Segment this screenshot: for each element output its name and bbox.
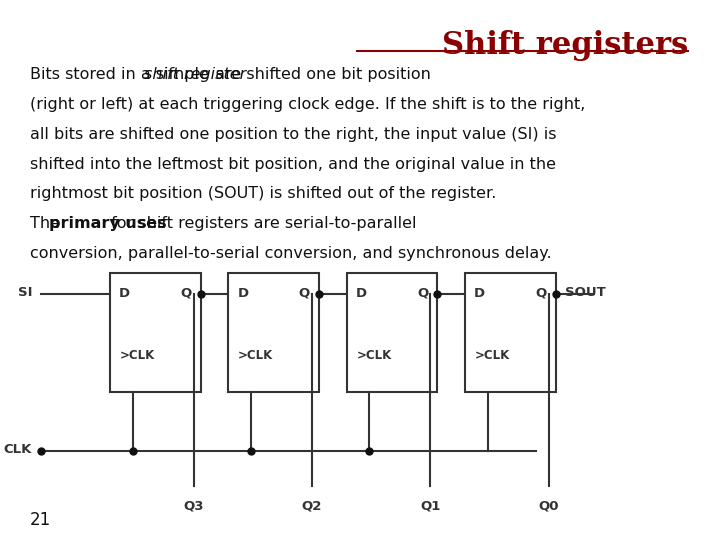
Text: Q0: Q0 <box>539 500 559 512</box>
Text: >CLK: >CLK <box>238 349 274 362</box>
Text: rightmost bit position (SOUT) is shifted out of the register.: rightmost bit position (SOUT) is shifted… <box>30 186 497 201</box>
Text: shift register: shift register <box>144 68 246 83</box>
Text: SOUT: SOUT <box>564 286 606 299</box>
Text: D: D <box>356 287 367 300</box>
Text: Q1: Q1 <box>420 500 441 512</box>
Bar <box>465 273 556 392</box>
Text: >CLK: >CLK <box>356 349 392 362</box>
Bar <box>228 273 319 392</box>
Text: for shift registers are serial-to-parallel: for shift registers are serial-to-parall… <box>106 216 416 231</box>
Text: The: The <box>30 216 66 231</box>
Text: Q: Q <box>417 287 428 300</box>
Text: Q: Q <box>535 287 546 300</box>
Text: D: D <box>474 287 485 300</box>
Text: are shifted one bit position: are shifted one bit position <box>210 68 431 83</box>
Text: Q2: Q2 <box>302 500 322 512</box>
Text: Q: Q <box>180 287 192 300</box>
Text: Q: Q <box>299 287 310 300</box>
Text: primary uses: primary uses <box>49 216 167 231</box>
Text: Shift registers: Shift registers <box>441 30 688 60</box>
Bar <box>347 273 437 392</box>
Text: Bits stored in a simple: Bits stored in a simple <box>30 68 214 83</box>
Text: D: D <box>238 287 248 300</box>
Text: D: D <box>120 287 130 300</box>
Text: SI: SI <box>18 286 32 299</box>
Text: >CLK: >CLK <box>120 349 156 362</box>
Text: shifted into the leftmost bit position, and the original value in the: shifted into the leftmost bit position, … <box>30 157 556 172</box>
Text: 21: 21 <box>30 511 51 529</box>
Bar <box>110 273 201 392</box>
Text: conversion, parallel-to-serial conversion, and synchronous delay.: conversion, parallel-to-serial conversio… <box>30 246 552 261</box>
Text: >CLK: >CLK <box>475 349 510 362</box>
Text: (right or left) at each triggering clock edge. If the shift is to the right,: (right or left) at each triggering clock… <box>30 97 585 112</box>
Text: Q3: Q3 <box>184 500 204 512</box>
Text: all bits are shifted one position to the right, the input value (SI) is: all bits are shifted one position to the… <box>30 127 557 142</box>
Text: CLK: CLK <box>4 443 32 456</box>
